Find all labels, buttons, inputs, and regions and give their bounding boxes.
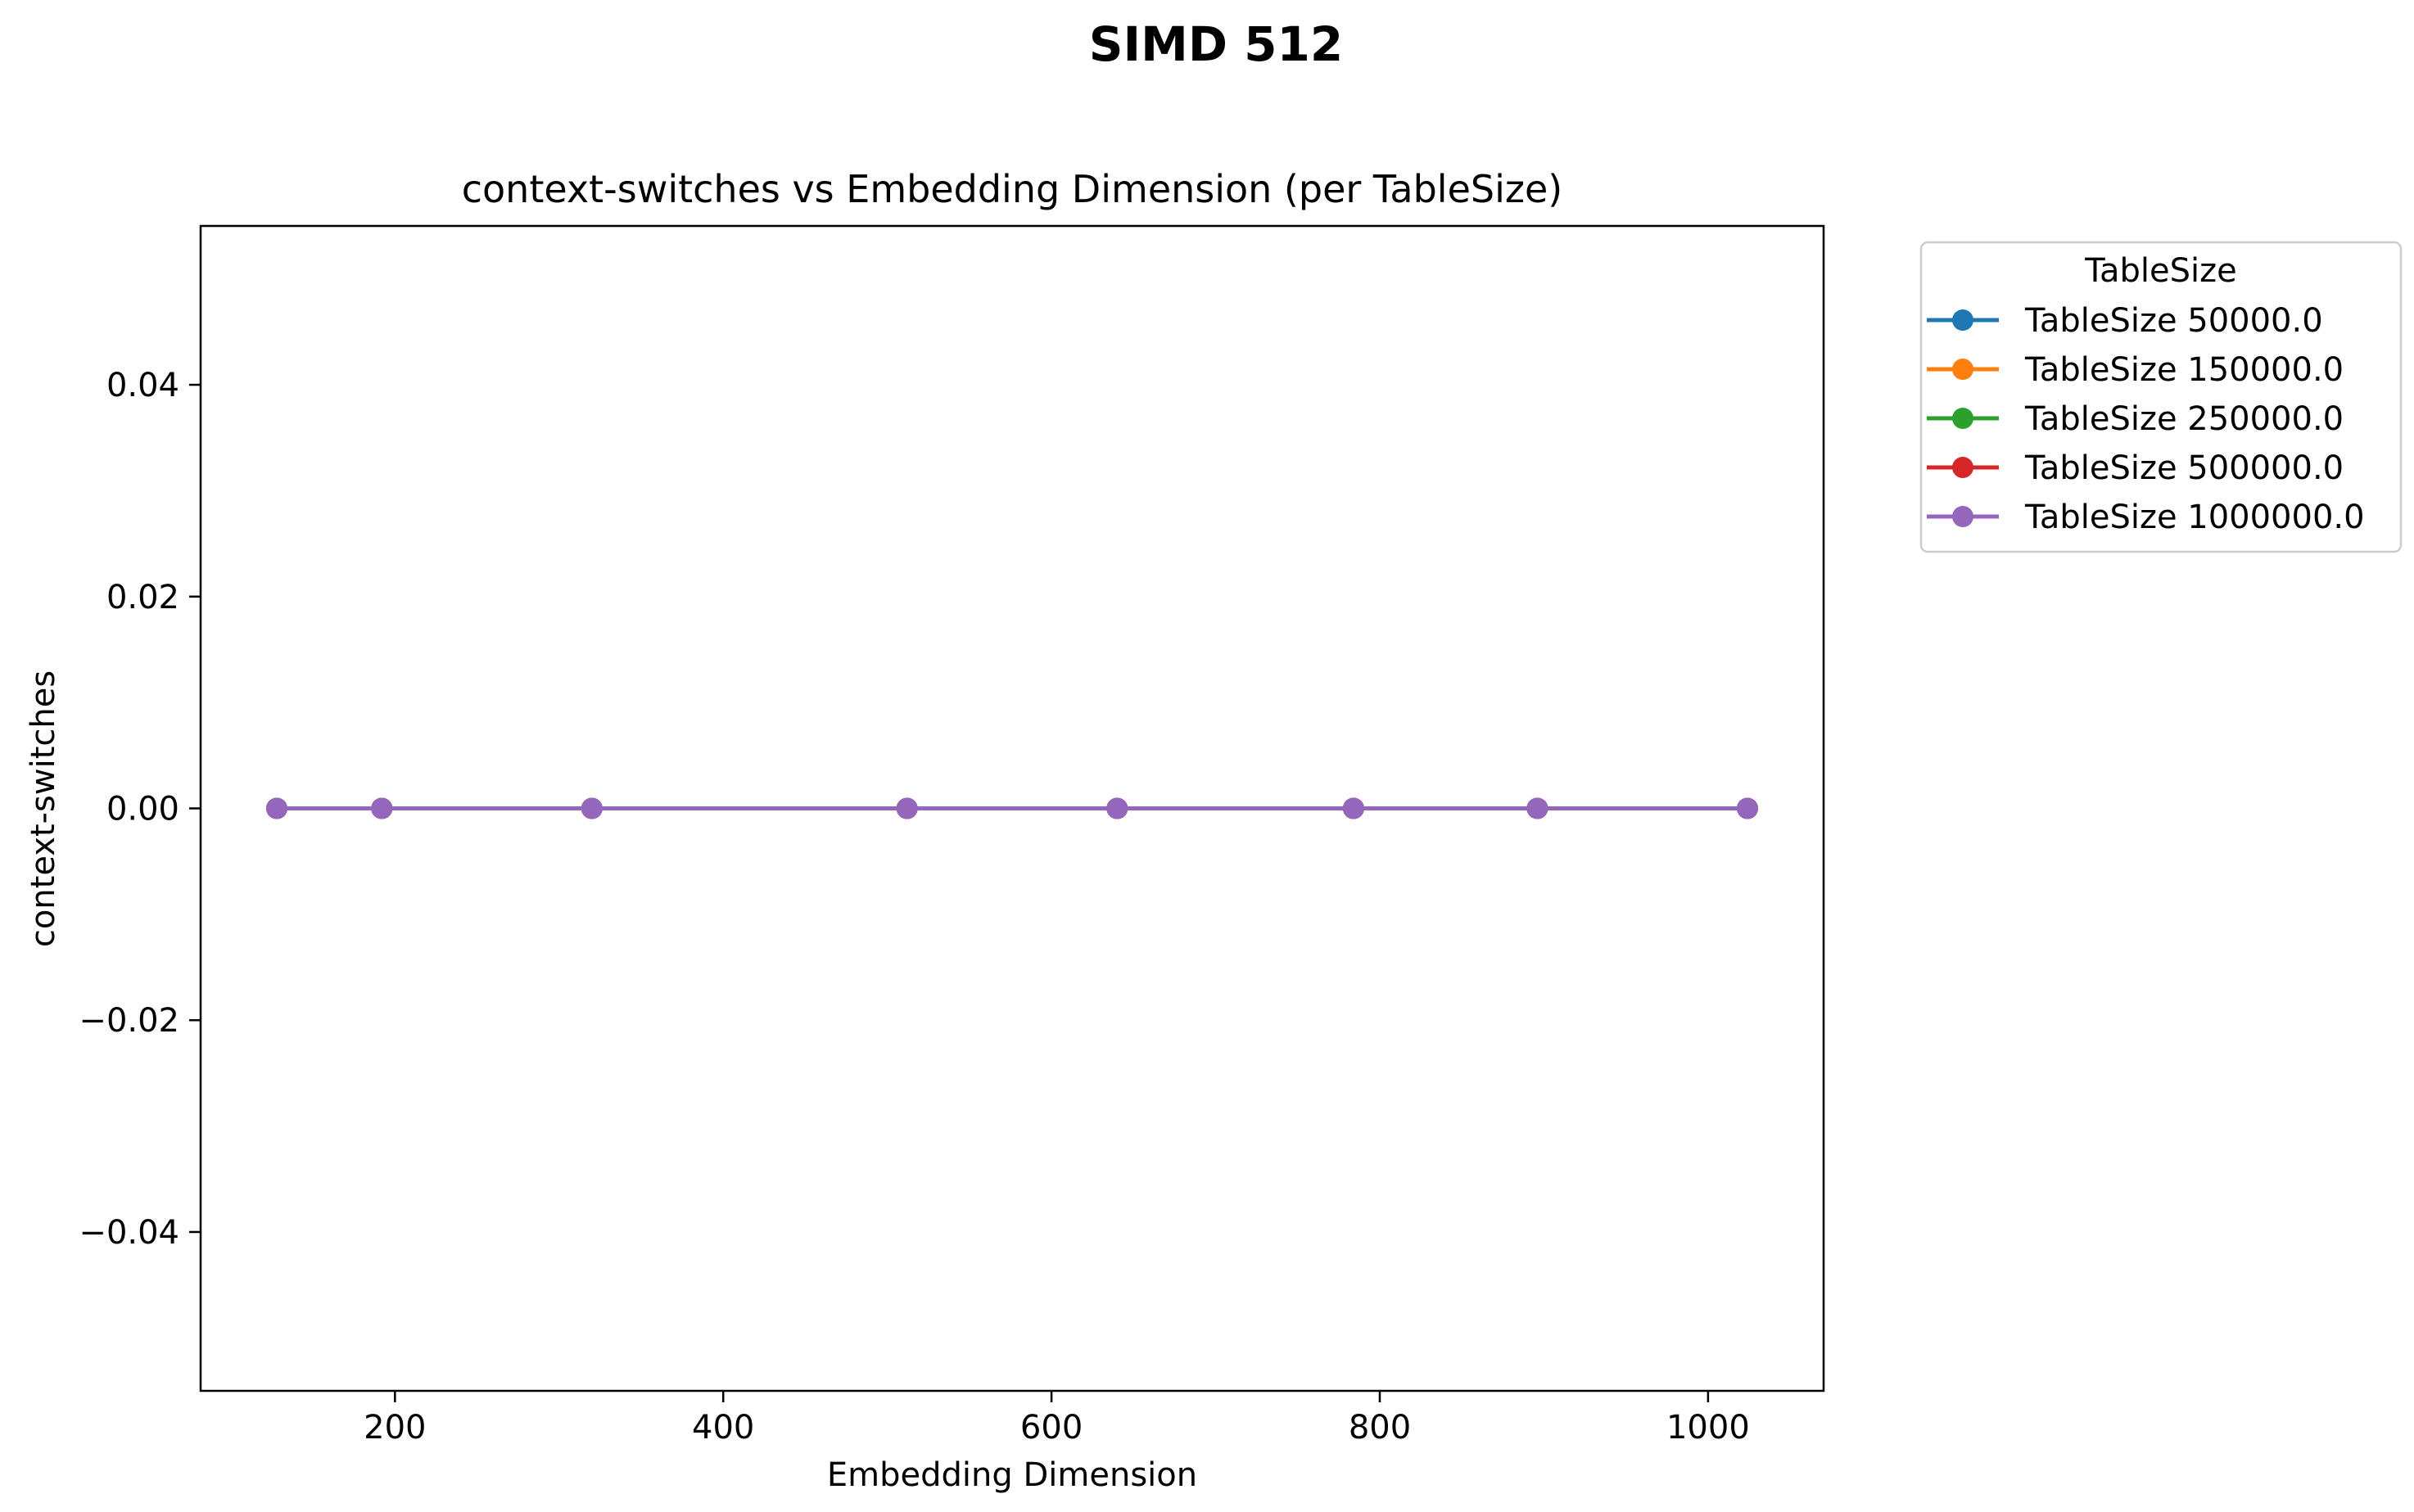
y-tick-label: 0.04 [106, 367, 179, 404]
legend-label: TableSize 150000.0 [2024, 351, 2344, 389]
legend-item: TableSize 500000.0 [1927, 449, 2344, 487]
legend-label: TableSize 50000.0 [2024, 302, 2323, 340]
y-axis-ticks: −0.04 −0.02 0.00 0.02 0.04 [79, 367, 201, 1252]
chart-title: context-switches vs Embedding Dimension … [462, 167, 1563, 211]
plot-area [266, 797, 1758, 819]
data-point [896, 797, 918, 819]
legend-marker [1952, 359, 1973, 380]
legend-marker [1952, 309, 1973, 331]
series-group [266, 797, 1758, 819]
x-tick-label: 800 [1349, 1409, 1411, 1447]
data-point [1106, 797, 1128, 819]
x-tick-label: 200 [364, 1409, 426, 1447]
legend-frame [1919, 241, 2403, 553]
legend-marker [1952, 408, 1973, 429]
x-tick-label: 400 [692, 1409, 754, 1447]
data-point [1526, 797, 1548, 819]
figure-suptitle: SIMD 512 [1089, 16, 1343, 72]
legend-item: TableSize 1000000.0 [1927, 499, 2365, 536]
x-tick-label: 600 [1020, 1409, 1083, 1447]
legend-label: TableSize 500000.0 [2024, 449, 2344, 487]
legend-entries: TableSize 50000.0 TableSize 150000.0 Table… [1927, 302, 2365, 536]
legend-item: TableSize 250000.0 [1927, 400, 2344, 438]
x-tick-label: 1000 [1666, 1409, 1750, 1447]
data-point [371, 797, 393, 819]
data-point [1342, 797, 1364, 819]
legend-marker [1952, 457, 1973, 478]
x-axis-ticks: 200 400 600 800 1000 [364, 1391, 1750, 1447]
legend-item: TableSize 150000.0 [1927, 351, 2344, 389]
legend-marker [1952, 506, 1973, 527]
x-axis-label: Embedding Dimension [827, 1456, 1197, 1494]
series-5 [266, 797, 1758, 819]
y-tick-label: −0.04 [79, 1214, 179, 1252]
legend: TableSize TableSize 50000.0 TableSize 150… [1919, 241, 2403, 553]
axes-frame [199, 224, 1825, 1392]
legend-title: TableSize [2084, 252, 2237, 290]
legend-item: TableSize 50000.0 [1927, 302, 2323, 340]
data-point [581, 797, 603, 819]
data-point [266, 797, 288, 819]
y-tick-label: 0.02 [106, 579, 179, 616]
data-point [1736, 797, 1758, 819]
y-tick-label: −0.02 [79, 1002, 179, 1040]
legend-label: TableSize 250000.0 [2024, 400, 2344, 438]
y-axis-label: context-switches [25, 670, 62, 947]
legend-label: TableSize 1000000.0 [2024, 499, 2365, 536]
y-tick-label: 0.00 [106, 791, 179, 828]
